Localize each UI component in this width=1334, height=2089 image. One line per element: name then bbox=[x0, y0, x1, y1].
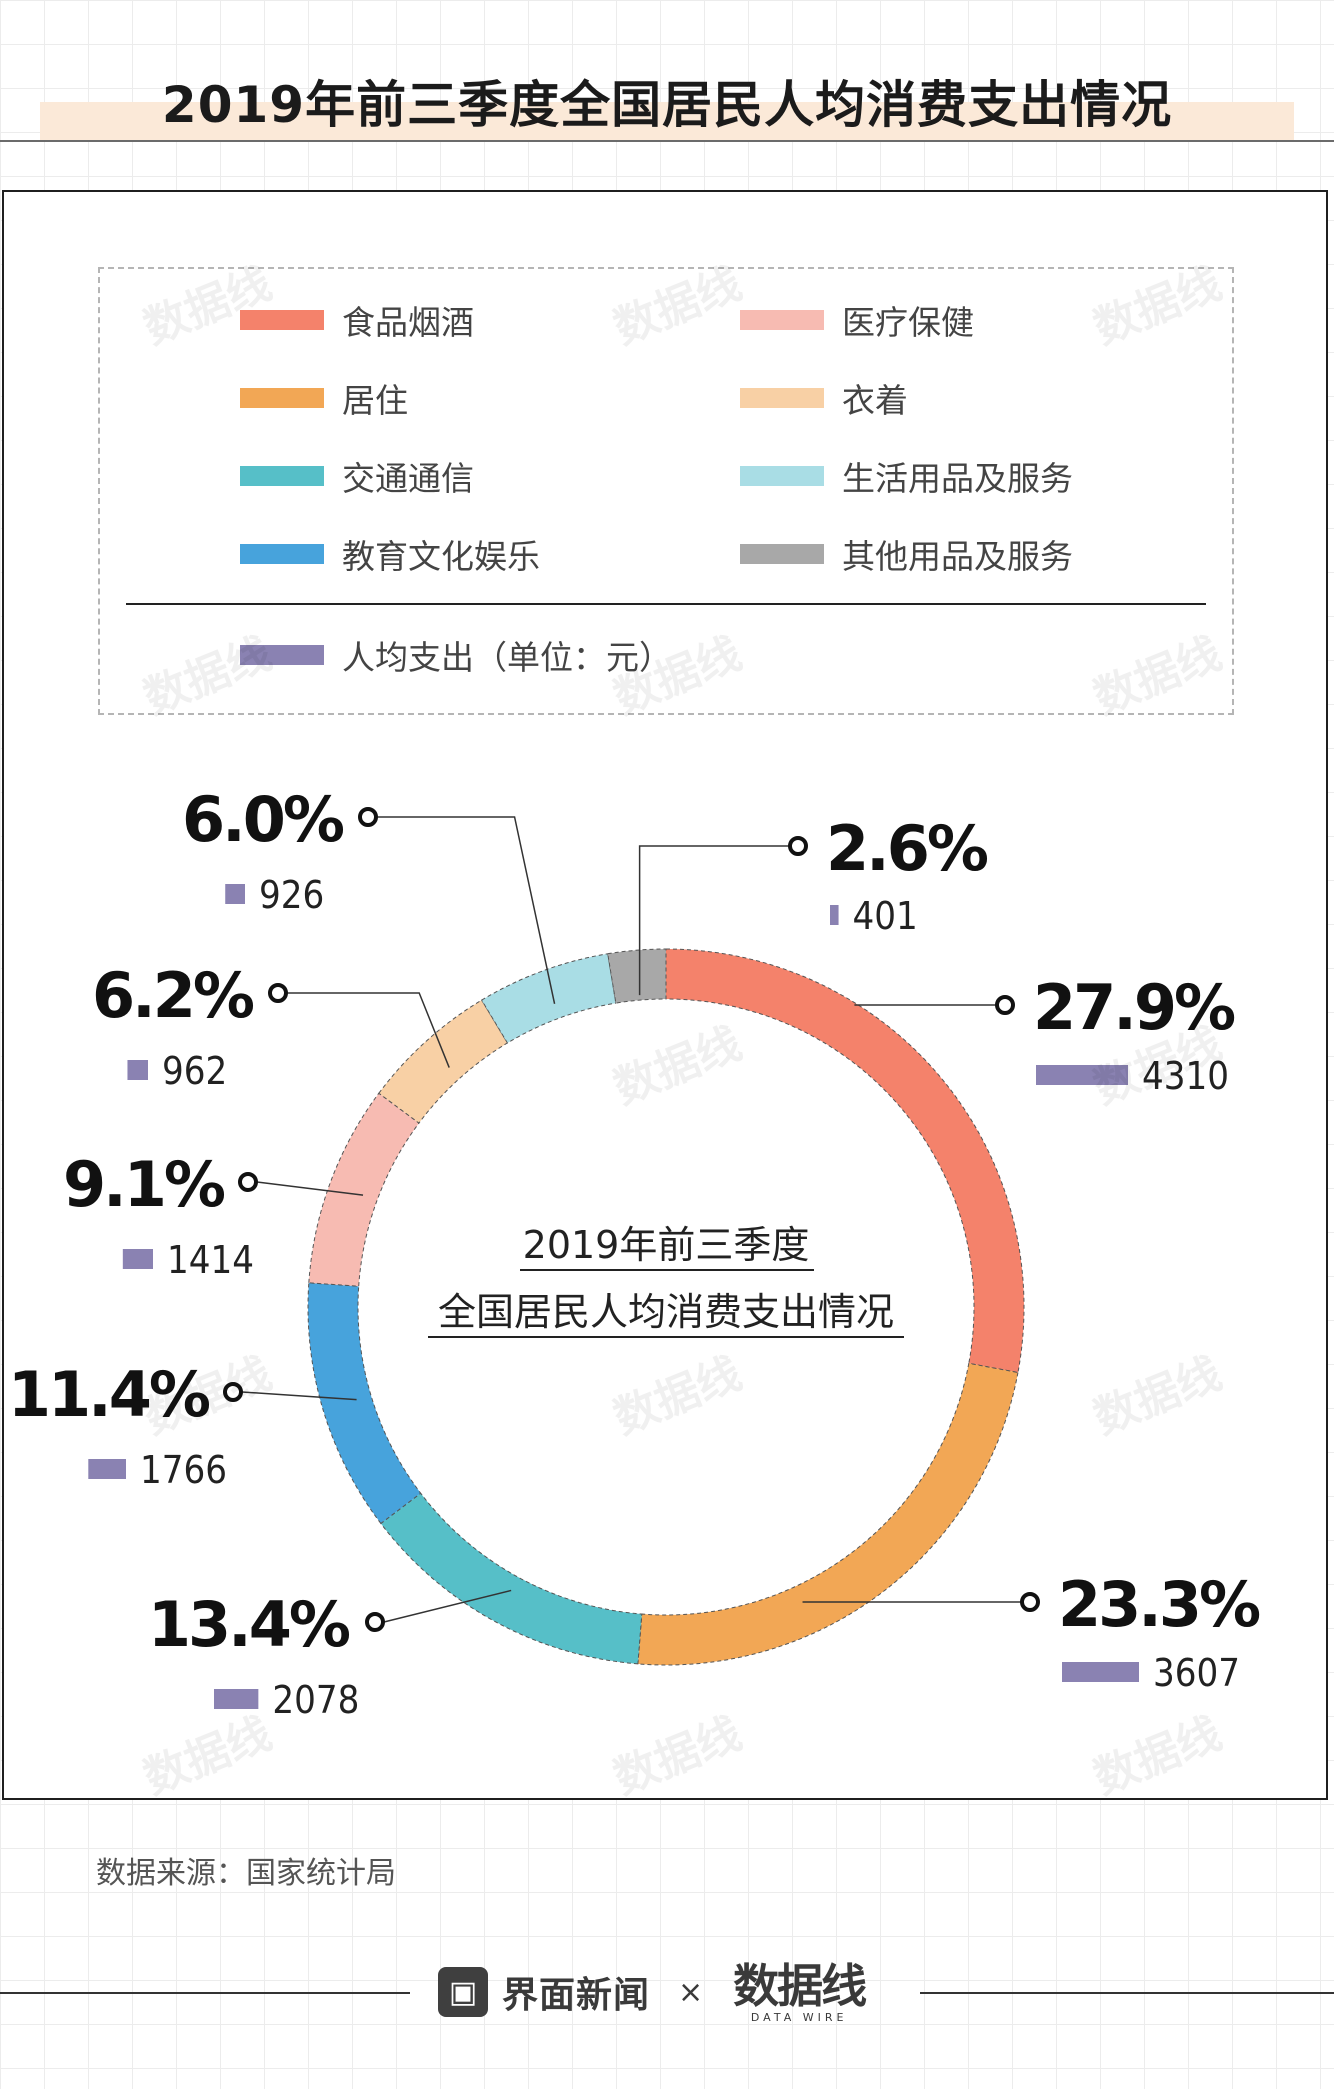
value-bar bbox=[127, 1060, 148, 1080]
legend-swatch bbox=[240, 388, 324, 408]
legend-label: 衣着 bbox=[842, 381, 908, 420]
legend-swatch bbox=[740, 310, 824, 330]
legend-swatch bbox=[240, 466, 324, 486]
percent-label: 27.9% bbox=[1033, 971, 1235, 1044]
donut-slice bbox=[637, 1362, 1019, 1666]
percent-label: 11.4% bbox=[8, 1358, 210, 1431]
donut-slice bbox=[607, 948, 667, 1004]
leader-dot bbox=[788, 836, 808, 856]
legend-box bbox=[98, 267, 1234, 715]
percent-label: 6.0% bbox=[182, 783, 344, 856]
value-label: 962 bbox=[162, 1049, 227, 1093]
legend-item: 居住 bbox=[240, 378, 408, 420]
brand-times: × bbox=[678, 1974, 704, 2010]
brand-name: 界面新闻 bbox=[502, 1975, 651, 2016]
legend-swatch-bar bbox=[240, 645, 324, 665]
leader-dot bbox=[238, 1172, 258, 1192]
legend-label: 食品烟酒 bbox=[342, 303, 474, 342]
leader-dot bbox=[358, 807, 378, 827]
leader-dot bbox=[223, 1382, 243, 1402]
datawire-logo: 数据线 DATA WIRE bbox=[733, 1959, 867, 2024]
leader-line bbox=[256, 1181, 364, 1196]
legend-divider bbox=[126, 603, 1206, 605]
datawire-name: 数据线 bbox=[733, 1959, 867, 2013]
leader-dot bbox=[1020, 1592, 1040, 1612]
datawire-sub: DATA WIRE bbox=[750, 2011, 848, 2024]
value-bar bbox=[1062, 1662, 1139, 1682]
legend-swatch bbox=[240, 544, 324, 564]
legend-label: 交通通信 bbox=[342, 459, 474, 498]
footer-rule-right bbox=[920, 1992, 1334, 1994]
jiemian-logo-icon: ▣ bbox=[438, 1967, 488, 2017]
value-label: 3607 bbox=[1153, 1651, 1240, 1695]
legend-label: 居住 bbox=[342, 381, 408, 420]
percent-label: 2.6% bbox=[826, 812, 988, 885]
donut-slices bbox=[307, 948, 1025, 1666]
legend-item: 其他用品及服务 bbox=[740, 534, 1073, 576]
percent-label: 6.2% bbox=[92, 959, 254, 1032]
value-label: 401 bbox=[853, 894, 918, 938]
percent-label: 23.3% bbox=[1058, 1568, 1260, 1641]
legend-item: 交通通信 bbox=[240, 456, 474, 498]
footer-rule-left bbox=[0, 1992, 410, 1994]
chart-subtitle: 全国居民人均消费支出情况 bbox=[438, 1290, 894, 1334]
leader-line bbox=[638, 845, 789, 996]
percent-label: 9.1% bbox=[63, 1148, 225, 1221]
donut-slice bbox=[378, 999, 509, 1124]
title-rule bbox=[0, 140, 1334, 142]
donut-slice bbox=[380, 1492, 643, 1665]
legend-item: 衣着 bbox=[740, 378, 908, 420]
legend-label-bar: 人均支出（单位：元） bbox=[342, 638, 672, 677]
legend-swatch bbox=[740, 544, 824, 564]
legend-swatch bbox=[240, 310, 324, 330]
legend-item: 生活用品及服务 bbox=[740, 456, 1073, 498]
legend-label: 生活用品及服务 bbox=[842, 459, 1073, 498]
leader-line bbox=[377, 816, 556, 1004]
legend-item-bar: 人均支出（单位：元） bbox=[240, 635, 672, 677]
value-bar bbox=[122, 1249, 153, 1269]
value-bar bbox=[88, 1459, 126, 1479]
donut-slice bbox=[480, 953, 617, 1044]
value-bar bbox=[214, 1689, 259, 1709]
legend-item: 食品烟酒 bbox=[240, 300, 474, 342]
legend-label: 其他用品及服务 bbox=[842, 537, 1073, 576]
legend-swatch bbox=[740, 388, 824, 408]
donut-slice bbox=[307, 1282, 422, 1525]
value-bar bbox=[1036, 1065, 1128, 1085]
legend-swatch bbox=[740, 466, 824, 486]
value-label: 1766 bbox=[140, 1448, 227, 1492]
legend-label: 教育文化娱乐 bbox=[342, 537, 540, 576]
slice-labels: 27.9% 4310 23.3% 3607 13.4% 2078 11.4% 1766 9.1%… bbox=[8, 783, 1263, 1722]
leader-dot bbox=[995, 995, 1015, 1015]
leader-line bbox=[287, 992, 450, 1068]
value-label: 926 bbox=[259, 873, 324, 917]
donut-chart: 27.9% 4310 23.3% 3607 13.4% 2078 11.4% 1766 9.1%… bbox=[8, 783, 1263, 1722]
page-title: 2019年前三季度全国居民人均消费支出情况 bbox=[161, 76, 1173, 134]
value-label: 1414 bbox=[167, 1238, 254, 1282]
percent-label: 13.4% bbox=[148, 1588, 350, 1661]
legend-item: 教育文化娱乐 bbox=[240, 534, 540, 576]
title-highlight-band bbox=[40, 102, 1294, 140]
legend-item: 医疗保健 bbox=[740, 300, 974, 342]
value-bar bbox=[830, 905, 839, 925]
leader-dot bbox=[268, 983, 288, 1003]
label-leaders bbox=[223, 807, 1040, 1632]
leader-line bbox=[383, 1589, 512, 1623]
value-label: 2078 bbox=[272, 1678, 359, 1722]
value-label: 4310 bbox=[1142, 1054, 1229, 1098]
donut-slice bbox=[665, 948, 1025, 1374]
chart-title: 2019年前三季度 bbox=[523, 1223, 810, 1267]
leader-line bbox=[241, 1391, 357, 1401]
legend-label: 医疗保健 bbox=[842, 303, 974, 342]
value-bar bbox=[225, 884, 245, 904]
source-note: 数据来源：国家统计局 bbox=[96, 1856, 396, 1891]
leader-dot bbox=[365, 1612, 385, 1632]
footer-brand: ▣ 界面新闻 × 数据线 DATA WIRE bbox=[438, 1959, 867, 2024]
